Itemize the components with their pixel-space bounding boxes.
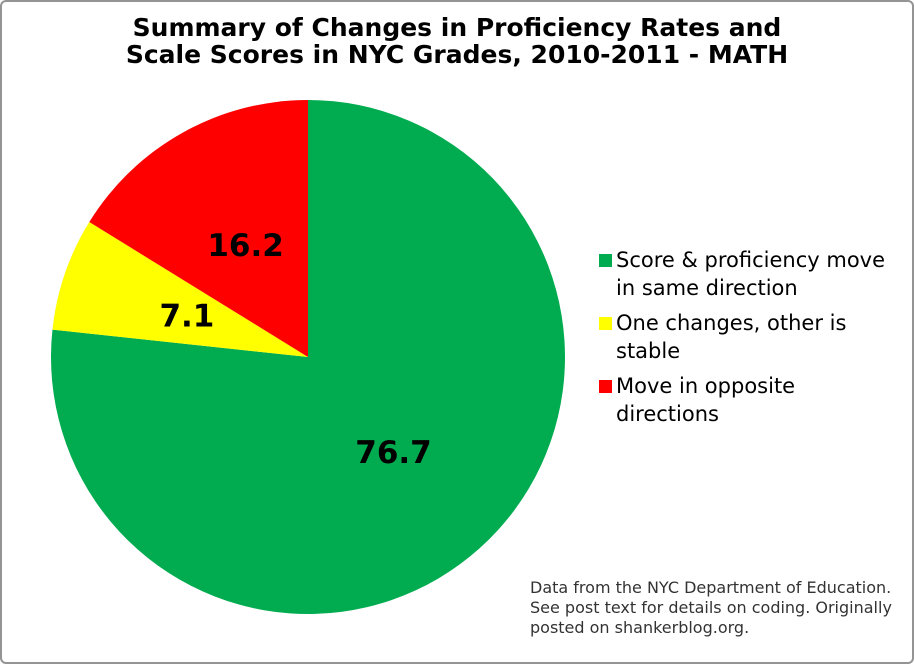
source-note: Data from the NYC Department of Educatio…: [530, 578, 908, 638]
legend-swatch-yellow-icon: [599, 317, 612, 330]
legend-item-same-direction: Score & proficiency move in same directio…: [599, 246, 899, 302]
legend-label-line: directions: [616, 402, 719, 426]
legend-label-line: stable: [616, 339, 681, 363]
pie-slice-1: [50, 100, 565, 614]
pie-data-label: 16.2: [207, 228, 284, 264]
source-note-line-3: posted on shankerblog.org.: [530, 618, 750, 637]
legend-item-one-changes: One changes, other is stable: [599, 309, 899, 365]
legend-swatch-red-icon: [599, 380, 612, 393]
legend-label: Move in opposite directions: [616, 372, 795, 428]
chart-title-line-1: Summary of Changes in Proficiency Rates …: [132, 13, 782, 42]
source-note-line-1: Data from the NYC Department of Educatio…: [530, 578, 892, 597]
legend-label-line: Score & proficiency move: [616, 248, 886, 272]
chart-title: Summary of Changes in Proficiency Rates …: [2, 14, 912, 68]
chart-legend: Score & proficiency move in same directio…: [599, 246, 899, 435]
source-note-line-2: See post text for details on coding. Ori…: [530, 598, 892, 617]
pie-slice-2: [52, 222, 309, 357]
pie-slice-3: [89, 100, 308, 357]
pie-data-label: 7.1: [159, 298, 214, 334]
chart-title-line-2: Scale Scores in NYC Grades, 2010-2011 - …: [125, 40, 789, 69]
legend-label-line: Move in opposite: [616, 374, 796, 398]
legend-label-line: in same direction: [616, 276, 798, 300]
legend-label-line: One changes, other is: [616, 311, 847, 335]
legend-swatch-green-icon: [599, 254, 612, 267]
pie-data-label: 76.7: [355, 435, 432, 471]
legend-label: One changes, other is stable: [616, 309, 846, 365]
legend-item-opposite-directions: Move in opposite directions: [599, 372, 899, 428]
legend-label: Score & proficiency move in same directio…: [616, 246, 885, 302]
